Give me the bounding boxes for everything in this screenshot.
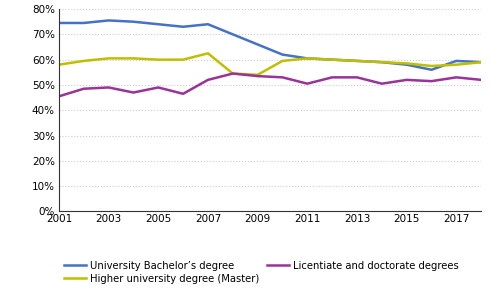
Higher university degree (Master) [155,58,161,61]
Higher university degree (Master) [205,52,211,55]
University Bachelor’s degree [180,25,186,29]
Licentiate and doctorate degrees [180,92,186,96]
University Bachelor’s degree [279,53,285,56]
Higher university degree (Master) [106,56,111,60]
Higher university degree (Master) [478,60,484,64]
University Bachelor’s degree [379,60,385,64]
Licentiate and doctorate degrees [279,76,285,79]
University Bachelor’s degree [81,21,87,25]
Line: Licentiate and doctorate degrees: Licentiate and doctorate degrees [59,74,481,96]
Licentiate and doctorate degrees [106,86,111,89]
Higher university degree (Master) [255,73,261,77]
University Bachelor’s degree [205,22,211,26]
Licentiate and doctorate degrees [478,78,484,82]
University Bachelor’s degree [255,43,261,46]
Higher university degree (Master) [131,56,136,60]
Higher university degree (Master) [429,64,435,68]
Licentiate and doctorate degrees [56,95,62,98]
Line: Higher university degree (Master): Higher university degree (Master) [59,53,481,75]
Licentiate and doctorate degrees [453,76,459,79]
Higher university degree (Master) [180,58,186,61]
University Bachelor’s degree [106,19,111,22]
University Bachelor’s degree [453,59,459,63]
Licentiate and doctorate degrees [379,82,385,85]
University Bachelor’s degree [404,63,409,66]
Higher university degree (Master) [279,59,285,63]
Licentiate and doctorate degrees [205,78,211,82]
Licentiate and doctorate degrees [81,87,87,91]
University Bachelor’s degree [304,56,310,60]
Higher university degree (Master) [81,59,87,63]
University Bachelor’s degree [429,68,435,72]
Licentiate and doctorate degrees [131,91,136,94]
Legend: University Bachelor’s degree, Higher university degree (Master), Licentiate and : University Bachelor’s degree, Higher uni… [64,261,459,284]
Higher university degree (Master) [379,60,385,64]
Higher university degree (Master) [453,63,459,66]
University Bachelor’s degree [329,58,335,61]
Licentiate and doctorate degrees [429,79,435,83]
University Bachelor’s degree [478,60,484,64]
University Bachelor’s degree [56,21,62,25]
University Bachelor’s degree [155,22,161,26]
Higher university degree (Master) [329,58,335,61]
University Bachelor’s degree [131,20,136,24]
Higher university degree (Master) [354,59,360,63]
Licentiate and doctorate degrees [155,86,161,89]
Licentiate and doctorate degrees [255,74,261,78]
Licentiate and doctorate degrees [304,82,310,85]
University Bachelor’s degree [230,33,236,36]
Higher university degree (Master) [230,72,236,76]
University Bachelor’s degree [354,59,360,63]
Licentiate and doctorate degrees [329,76,335,79]
Licentiate and doctorate degrees [354,76,360,79]
Licentiate and doctorate degrees [230,72,236,76]
Line: University Bachelor’s degree: University Bachelor’s degree [59,21,481,70]
Licentiate and doctorate degrees [404,78,409,82]
Higher university degree (Master) [404,62,409,65]
Higher university degree (Master) [304,56,310,60]
Higher university degree (Master) [56,63,62,66]
